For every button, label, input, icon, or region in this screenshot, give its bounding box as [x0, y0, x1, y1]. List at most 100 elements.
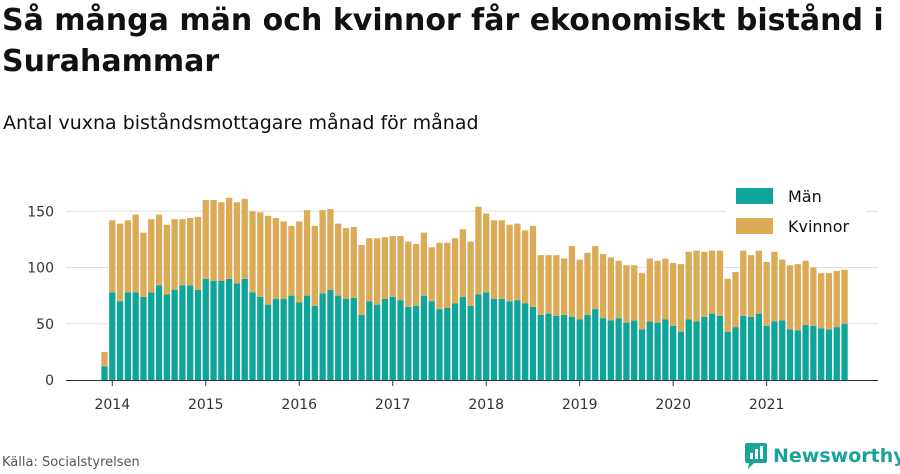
- bar-women: [366, 238, 373, 302]
- bar-men: [724, 331, 731, 380]
- bar-women: [171, 219, 178, 290]
- bar-men: [140, 296, 147, 380]
- bar-women: [662, 258, 669, 320]
- bar-men: [467, 305, 474, 380]
- x-tick-label: 2016: [281, 397, 317, 413]
- bar-men: [568, 317, 576, 380]
- bar-men: [303, 295, 311, 380]
- bar-men: [155, 285, 163, 380]
- bar-men: [202, 278, 209, 380]
- bar-men: [592, 309, 599, 380]
- brand-logo[interactable]: Newsworthy: [745, 442, 900, 470]
- bar-men: [545, 313, 552, 380]
- legend-swatch: [736, 218, 773, 234]
- bar-women: [631, 265, 638, 321]
- bar-men: [225, 278, 233, 380]
- legend: Män Kvinnor: [726, 182, 866, 246]
- bar-women: [241, 198, 248, 279]
- bar-women: [444, 242, 451, 308]
- bars: [101, 197, 848, 380]
- bar-women: [677, 264, 685, 332]
- bar-women: [615, 260, 622, 319]
- bar-men: [101, 366, 108, 380]
- bar-men: [179, 285, 186, 380]
- bar-men: [335, 295, 342, 380]
- x-tick-label: 2014: [94, 397, 130, 413]
- bar-women: [296, 221, 303, 303]
- bar-women: [420, 232, 428, 296]
- bar-women: [732, 272, 739, 328]
- bar-men: [171, 290, 178, 380]
- bar-women: [654, 260, 661, 323]
- bar-women: [763, 261, 770, 326]
- bar-women: [210, 200, 217, 281]
- bar-men: [381, 299, 389, 380]
- bar-men: [818, 328, 825, 380]
- bar-women: [451, 238, 459, 304]
- bar-men: [428, 301, 435, 380]
- bar-men: [483, 292, 490, 380]
- bar-men: [522, 303, 529, 380]
- bar-men: [272, 299, 280, 380]
- bar-women: [124, 220, 132, 293]
- bar-men: [654, 322, 661, 380]
- bar-women: [412, 243, 420, 306]
- bar-men: [249, 292, 256, 380]
- bar-women: [670, 263, 677, 326]
- bar-women: [490, 220, 498, 299]
- bar-men: [405, 306, 412, 380]
- bar-women: [708, 250, 716, 314]
- bar-men: [210, 281, 217, 380]
- bar-women: [794, 264, 801, 331]
- y-axis: 0 50 100 150: [27, 204, 54, 389]
- bar-men: [701, 317, 708, 380]
- bar-men: [670, 326, 677, 380]
- bar-men: [311, 305, 318, 380]
- bar-women: [833, 270, 840, 328]
- bar-women: [537, 255, 544, 315]
- bar-women: [335, 223, 342, 296]
- bar-men: [755, 313, 763, 380]
- bar-women: [514, 223, 521, 301]
- bar-women: [475, 206, 482, 295]
- bar-men: [148, 292, 155, 380]
- bar-women: [257, 212, 264, 297]
- bar-women: [311, 225, 318, 306]
- bar-women: [646, 258, 653, 322]
- bar-women: [187, 218, 194, 286]
- bar-men: [124, 292, 132, 380]
- bar-women: [545, 255, 552, 314]
- bar-women: [599, 254, 607, 319]
- bar-men: [833, 327, 840, 380]
- bar-women: [716, 250, 724, 316]
- bar-men: [109, 292, 116, 380]
- bar-women: [148, 219, 155, 293]
- bar-men: [716, 315, 724, 380]
- bar-men: [241, 278, 248, 380]
- bar-women: [202, 200, 209, 279]
- newsworthy-logo-icon: [745, 443, 767, 469]
- bar-women: [623, 265, 630, 323]
- bar-men: [498, 299, 505, 380]
- bar-men: [662, 319, 669, 380]
- legend-swatch: [736, 188, 773, 204]
- bar-men: [794, 330, 801, 380]
- bar-men: [451, 303, 459, 380]
- brand-name: Newsworthy: [773, 445, 900, 467]
- bar-women: [249, 211, 256, 293]
- bar-women: [607, 257, 614, 321]
- y-tick-label: 0: [45, 373, 54, 389]
- bar-men: [763, 326, 770, 380]
- y-tick-label: 150: [27, 204, 54, 220]
- bar-women: [225, 197, 233, 279]
- bar-women: [498, 220, 505, 299]
- source-note: Källa: Socialstyrelsen: [2, 455, 140, 470]
- bar-men: [732, 327, 739, 380]
- bar-women: [818, 273, 825, 329]
- bar-women: [233, 202, 241, 284]
- bar-men: [257, 296, 264, 380]
- bar-men: [841, 323, 848, 380]
- x-tick-label: 2018: [468, 397, 504, 413]
- bar-women: [436, 242, 443, 310]
- bar-women: [381, 237, 389, 299]
